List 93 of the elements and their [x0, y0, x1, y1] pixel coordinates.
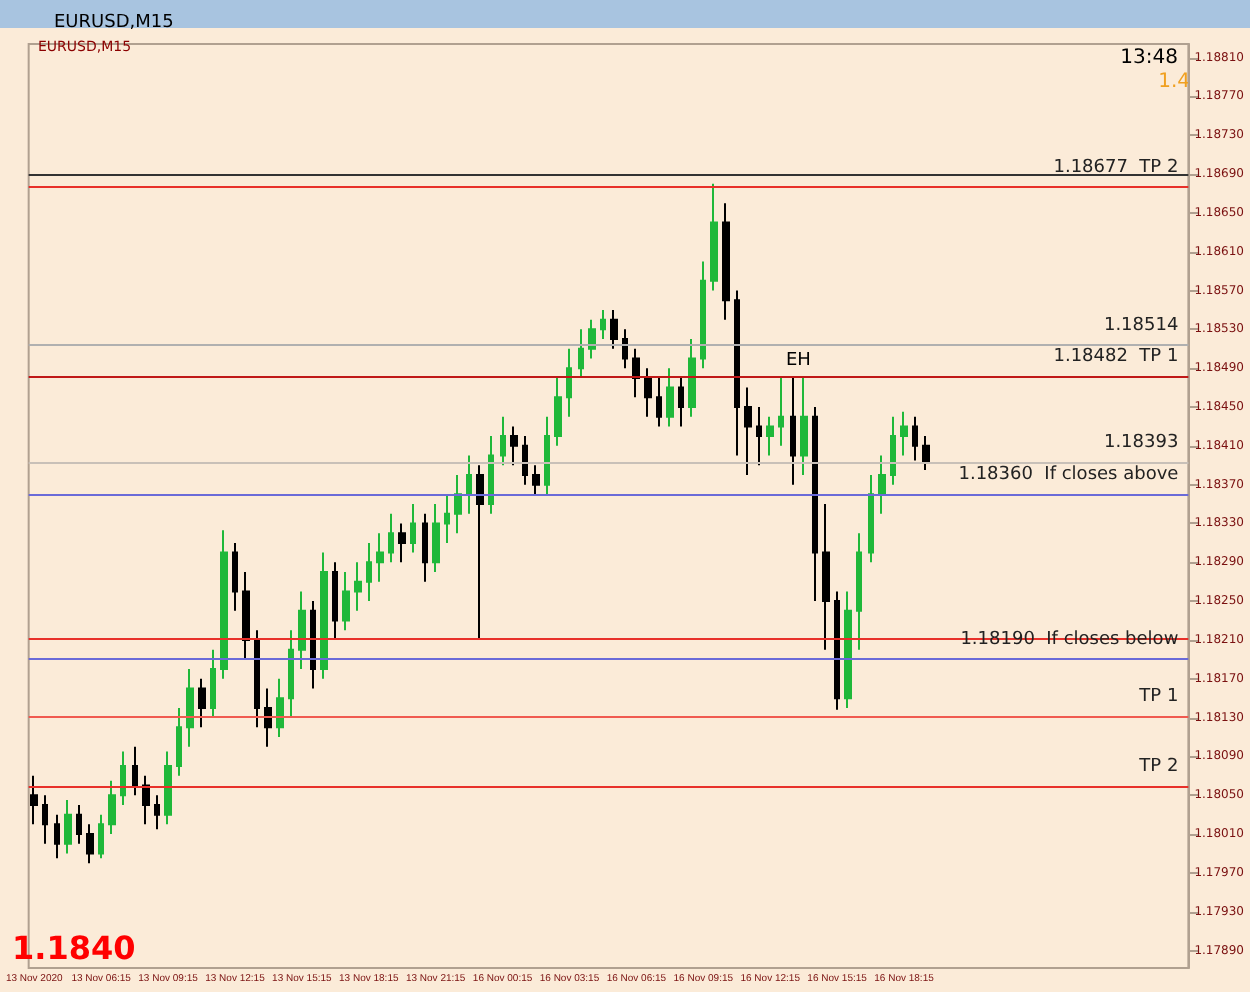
candlestick [310, 600, 316, 690]
candlestick [354, 561, 362, 612]
candlestick [722, 202, 730, 321]
candlestick [366, 541, 372, 603]
candlestick [432, 503, 440, 573]
ref-line-label: 1.18677 TP 2 [1053, 157, 1179, 178]
candlestick [868, 473, 874, 564]
candlestick [912, 415, 918, 462]
annotation: 13:48 [1120, 47, 1179, 69]
candlestick [288, 629, 294, 719]
candlestick [444, 493, 450, 544]
candlestick [332, 561, 338, 641]
candlestick [398, 522, 406, 564]
candlestick [922, 435, 930, 472]
candlestick [342, 571, 350, 632]
candlestick [688, 338, 696, 418]
candlestick [254, 629, 260, 729]
candlestick [298, 590, 306, 671]
candlestick [86, 823, 94, 865]
ref-line-label: TP 2 [1137, 756, 1179, 777]
candlestick [890, 415, 896, 486]
candlestick [678, 376, 684, 428]
candlestick [522, 435, 528, 486]
candlestick [64, 799, 72, 855]
ref-line-label: 1.18514 [1103, 315, 1179, 336]
candlestick [198, 677, 206, 729]
candlestick [878, 454, 886, 515]
candlestick [154, 794, 160, 831]
candlestick [186, 668, 194, 748]
candlestick [42, 794, 48, 845]
candlestick [666, 367, 674, 428]
candlestick [276, 677, 284, 738]
candlestick [766, 415, 774, 457]
candlestick [834, 590, 840, 711]
candlestick [422, 512, 428, 583]
candlestick [710, 182, 718, 292]
annotation: 1.4 [1158, 71, 1191, 93]
candlestick [120, 750, 126, 806]
candlestick [210, 648, 216, 719]
candlestick [610, 308, 618, 350]
candlestick [644, 367, 652, 418]
candlestick [132, 745, 138, 797]
candlestick [30, 774, 38, 826]
candlestick [76, 803, 82, 845]
candlestick [656, 376, 662, 428]
candlestick [856, 532, 862, 651]
candlestick [554, 376, 562, 447]
candlestick [164, 750, 172, 826]
candlestick [778, 376, 784, 447]
candlestick [790, 376, 796, 486]
ref-line-label: 1.18482 TP 1 [1053, 346, 1179, 367]
candlestick [822, 503, 830, 651]
candlestick [756, 406, 762, 467]
ref-line-label: TP 1 [1137, 686, 1179, 707]
candlestick [176, 706, 182, 777]
candlestick [744, 386, 752, 476]
candlestick [566, 347, 572, 418]
candlestick [800, 376, 808, 476]
ref-line-label: 1.18393 [1103, 433, 1179, 454]
chart-title: EURUSD,M15 [54, 13, 174, 33]
candlestick [264, 687, 272, 748]
candlestick [588, 318, 596, 360]
candlestick [812, 406, 818, 603]
candlestick [844, 590, 852, 709]
candlestick [108, 779, 116, 836]
candlestick [466, 454, 472, 515]
candlestick [900, 410, 908, 457]
candlestick [232, 541, 238, 612]
candlestick [98, 813, 104, 860]
candlestick [734, 289, 740, 457]
annotation: 1.1840 [12, 929, 136, 967]
candlestick [532, 464, 540, 496]
candlestick [242, 571, 250, 661]
ref-line-label: 1.18360 If closes above [958, 465, 1180, 486]
candlestick [220, 529, 228, 680]
candlestick [510, 425, 518, 467]
candlestick [622, 328, 628, 370]
candlestick [410, 503, 416, 554]
candlestick [142, 774, 150, 826]
candlestick [544, 415, 550, 496]
candlestick [54, 813, 60, 860]
candlestick [454, 473, 462, 535]
candlestick [700, 260, 706, 370]
candlestick [388, 512, 394, 564]
candlestick [476, 464, 484, 641]
candlestick [500, 415, 506, 467]
candlestick [600, 308, 606, 341]
candlestick [578, 328, 584, 379]
annotation: EH [786, 351, 811, 371]
candlestick [320, 551, 328, 680]
candlestick [488, 435, 494, 515]
candlestick [632, 347, 640, 399]
candlestick [376, 532, 384, 583]
